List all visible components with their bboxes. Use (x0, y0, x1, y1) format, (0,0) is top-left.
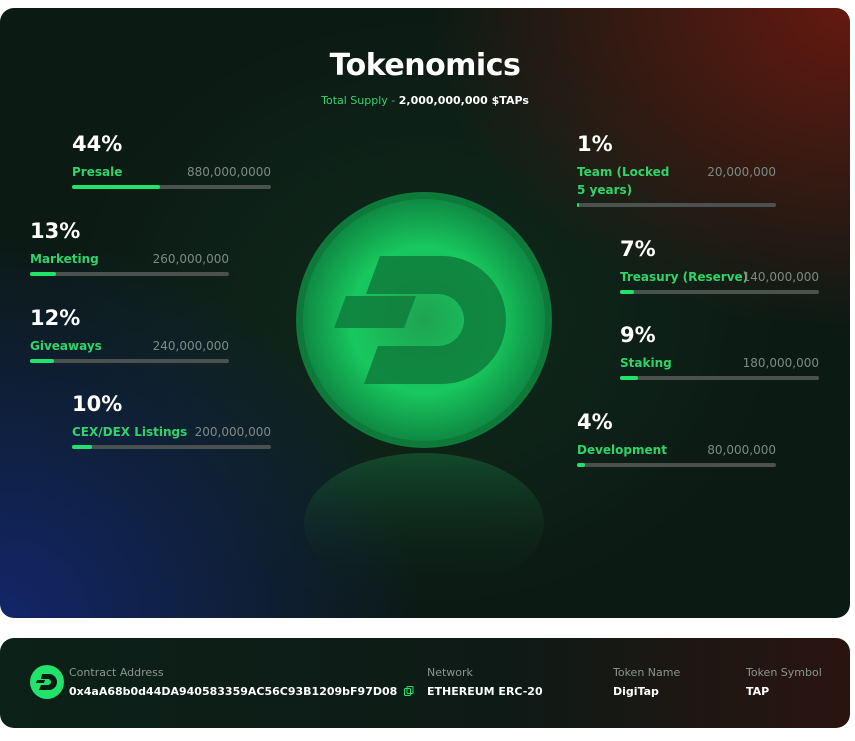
logo (30, 665, 64, 699)
allocation-name: Presale (72, 165, 123, 179)
percent: 4% (577, 410, 613, 434)
tokenomics-card: Tokenomics Total Supply - 2,000,000,000 … (0, 8, 850, 618)
token-symbol-value: TAP (746, 685, 770, 698)
title: Tokenomics (329, 48, 521, 83)
progress-fill (72, 185, 160, 189)
progress-track (577, 463, 776, 467)
progress-fill (577, 203, 579, 207)
progress-fill (30, 359, 54, 363)
progress-track (620, 376, 819, 380)
amount: 20,000,000 (707, 165, 776, 179)
progress-fill (620, 290, 634, 294)
progress-track (30, 359, 229, 363)
coin-reflection (304, 453, 544, 588)
contract-value: 0x4aA68b0d44DA940583359AC56C93B1209bF97D… (69, 685, 414, 698)
percent: 13% (30, 219, 81, 243)
allocation-name: Marketing (30, 252, 99, 266)
progress-track (30, 272, 229, 276)
progress-track (72, 185, 271, 189)
percent: 10% (72, 392, 123, 416)
token-info-card: Contract Address 0x4aA68b0d44DA940583359… (0, 638, 850, 728)
supply-value: 2,000,000,000 $TAPs (398, 94, 529, 107)
network-label: Network (427, 666, 473, 679)
progress-fill (620, 376, 638, 380)
token-name-value: DigiTap (613, 685, 659, 698)
progress-track (620, 290, 819, 294)
copy-icon[interactable] (404, 686, 414, 696)
supply: Total Supply - 2,000,000,000 $TAPs (0, 94, 850, 107)
amount: 200,000,000 (194, 425, 271, 439)
allocation-name: Giveaways (30, 339, 102, 353)
percent: 7% (620, 237, 656, 261)
amount: 140,000,000 (742, 270, 819, 284)
allocation-name: Team (Locked 5 years) (577, 165, 670, 197)
coin-logo-bar (334, 296, 416, 328)
supply-label: Total Supply - (321, 94, 396, 107)
percent: 1% (577, 132, 613, 156)
percent: 9% (620, 323, 656, 347)
allocation-name: Staking (620, 356, 672, 370)
coin (296, 192, 552, 588)
coin-face (303, 199, 545, 441)
amount: 260,000,000 (152, 252, 229, 266)
amount: 240,000,000 (152, 339, 229, 353)
contract-label: Contract Address (69, 666, 164, 679)
progress-fill (30, 272, 56, 276)
token-symbol-label: Token Symbol (746, 666, 822, 679)
coin-logo (364, 256, 506, 384)
percent: 12% (30, 306, 81, 330)
network-value: ETHEREUM ERC-20 (427, 685, 543, 698)
allocation-name: Treasury (Reserve) (620, 270, 749, 284)
progress-fill (72, 445, 92, 449)
token-name-label: Token Name (613, 666, 681, 679)
amount: 180,000,000 (742, 356, 819, 370)
allocation-name: Development (577, 443, 667, 457)
progress-track (72, 445, 271, 449)
progress-track (577, 203, 776, 207)
amount: 880,000,0000 (187, 165, 271, 179)
allocation-name: CEX/DEX Listings (72, 425, 188, 439)
contract-address: 0x4aA68b0d44DA940583359AC56C93B1209bF97D… (69, 685, 398, 698)
amount: 80,000,000 (707, 443, 776, 457)
percent: 44% (72, 132, 123, 156)
progress-fill (577, 463, 585, 467)
